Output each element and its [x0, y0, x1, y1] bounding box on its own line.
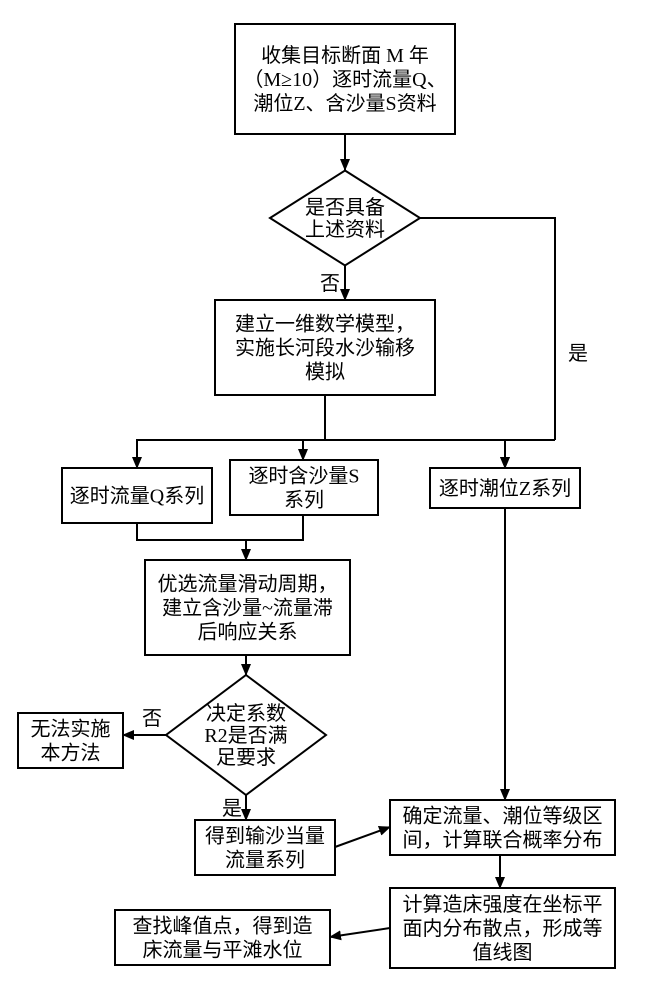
node-text: 面内分布散点，形成等: [403, 917, 603, 940]
node-text: （M≥10）逐时流量Q、: [243, 68, 446, 91]
node-text: 足要求: [216, 746, 276, 769]
node-text: 值线图: [473, 941, 533, 964]
node-n2: 建立一维数学模型，实施长河段水沙输移模拟: [215, 300, 435, 395]
node-text: 得到输沙当量: [205, 825, 325, 848]
edge-label: 是: [222, 798, 242, 820]
node-text: 逐时含沙量S: [248, 465, 359, 488]
node-text: 建立含沙量~流量滞: [162, 597, 333, 620]
node-text: 逐时潮位Z系列: [439, 477, 571, 500]
node-text: 优选流量滑动周期，: [158, 573, 338, 596]
node-text: 床流量与平滩水位: [143, 939, 303, 962]
node-text: 确定流量、潮位等级区: [403, 805, 603, 828]
edge-label: 否: [142, 708, 162, 730]
flowchart-canvas: 收集目标断面 M 年（M≥10）逐时流量Q、潮位Z、含沙量S资料是否具备上述资料…: [0, 0, 647, 1000]
node-text: 计算造床强度在坐标平: [403, 893, 603, 916]
node-n1: 收集目标断面 M 年（M≥10）逐时流量Q、潮位Z、含沙量S资料: [235, 24, 455, 134]
node-d1: 是否具备上述资料: [270, 171, 420, 266]
node-text: 系列: [284, 489, 324, 512]
node-n4: 优选流量滑动周期，建立含沙量~流量滞后响应关系: [145, 560, 350, 655]
edge-e3b: [505, 440, 555, 468]
node-text: 逐时流量Q系列: [70, 485, 204, 508]
node-d2: 决定系数R2是否满足要求: [166, 675, 326, 795]
node-text: 无法实施: [31, 718, 111, 741]
node-n5: 无法实施本方法: [18, 713, 123, 768]
edge-e5a: [137, 523, 246, 540]
edge-label: 是: [568, 343, 588, 365]
node-n7: 确定流量、潮位等级区间，计算联合概率分布: [390, 800, 615, 855]
node-text: 模拟: [305, 361, 345, 384]
node-text: 本方法: [41, 742, 101, 765]
node-text: 决定系数: [206, 702, 286, 725]
node-text: 是否具备: [305, 196, 385, 219]
node-text: 流量系列: [225, 849, 305, 872]
node-n8: 计算造床强度在坐标平面内分布散点，形成等值线图: [390, 888, 615, 968]
node-text: 上述资料: [305, 218, 385, 241]
edge-e5b: [246, 515, 303, 540]
node-text: 后响应关系: [198, 621, 298, 644]
node-text: 间，计算联合概率分布: [403, 829, 603, 852]
node-n3b: 逐时含沙量S系列: [230, 460, 378, 515]
edge-e10: [335, 827, 390, 847]
edge-label: 否: [320, 273, 340, 295]
node-text: 实施长河段水沙输移: [235, 337, 415, 360]
edge-e12: [330, 928, 390, 937]
node-n6: 得到输沙当量流量系列: [195, 820, 335, 875]
edge-e3: [420, 218, 555, 440]
node-n9: 查找峰值点，得到造床流量与平滩水位: [115, 910, 330, 965]
node-text: R2是否满: [204, 724, 287, 747]
node-text: 建立一维数学模型，: [235, 313, 415, 336]
node-text: 潮位Z、含沙量S资料: [253, 92, 436, 115]
node-n3a: 逐时流量Q系列: [62, 468, 212, 523]
node-n3c: 逐时潮位Z系列: [430, 468, 580, 508]
node-text: 收集目标断面 M 年: [261, 44, 429, 67]
edge-e4b: [303, 440, 325, 460]
node-text: 查找峰值点，得到造: [133, 915, 313, 938]
